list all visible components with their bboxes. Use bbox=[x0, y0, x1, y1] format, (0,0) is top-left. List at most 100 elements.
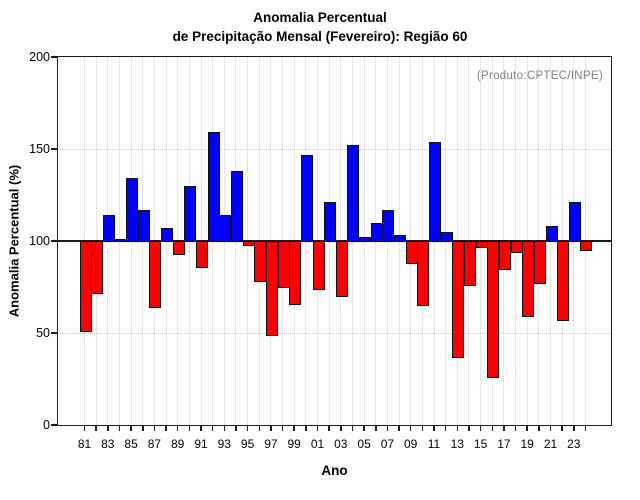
source-annotation: (Produto:CPTEC/INPE) bbox=[476, 70, 603, 82]
x-axis-tick bbox=[421, 426, 424, 431]
x-axis-tick-label: 89 bbox=[171, 437, 185, 451]
x-axis-tick bbox=[165, 426, 167, 431]
x-axis-tick bbox=[340, 426, 342, 431]
bar-year-03 bbox=[335, 241, 348, 298]
bar-year-85 bbox=[126, 178, 139, 242]
x-axis-tick bbox=[491, 426, 493, 431]
bar-year-23 bbox=[568, 202, 581, 242]
bar-year-09 bbox=[405, 241, 418, 265]
bar-year-84 bbox=[114, 239, 127, 243]
x-axis-tick-label: 83 bbox=[101, 437, 115, 451]
bar-year-02 bbox=[324, 202, 337, 242]
x-axis-tick bbox=[573, 426, 575, 431]
x-axis-tick bbox=[328, 426, 330, 431]
x-axis-tick bbox=[246, 426, 249, 431]
x-axis-tick-label: 11 bbox=[427, 437, 441, 451]
gridline-horizontal bbox=[58, 332, 611, 334]
x-axis-tick bbox=[561, 426, 563, 431]
chart-title: Anomalia Percentual de Precipitação Mens… bbox=[0, 8, 640, 46]
bar-year-87 bbox=[149, 241, 162, 309]
x-axis-tick bbox=[305, 426, 307, 431]
x-axis-tick bbox=[270, 426, 272, 431]
x-axis-tick bbox=[223, 426, 226, 431]
bar-year-95 bbox=[242, 241, 255, 246]
x-axis-tick bbox=[95, 426, 97, 431]
bar-year-19 bbox=[522, 241, 535, 318]
x-axis-tick-label: 81 bbox=[77, 437, 92, 451]
bar-year-14 bbox=[463, 241, 476, 287]
x-axis-tick-label: 87 bbox=[147, 437, 162, 451]
x-axis-tick bbox=[503, 426, 505, 431]
x-axis-tick bbox=[456, 426, 459, 431]
plot-area: (Produto:CPTEC/INPE) bbox=[57, 56, 612, 426]
chart-title-line1: Anomalia Percentual bbox=[253, 10, 387, 25]
bar-year-20 bbox=[533, 241, 546, 285]
bar-year-92 bbox=[207, 132, 220, 242]
bar-year-83 bbox=[102, 215, 115, 242]
bar-year-21 bbox=[545, 226, 558, 242]
x-axis-tick-label: 97 bbox=[264, 437, 278, 451]
x-axis-tick bbox=[351, 426, 354, 431]
bar-year-98 bbox=[277, 241, 290, 288]
x-axis-tick-label: 05 bbox=[357, 437, 371, 451]
y-axis-tick bbox=[51, 240, 58, 242]
bar-year-06 bbox=[370, 222, 383, 242]
y-axis-tick bbox=[51, 148, 58, 150]
bar-year-00 bbox=[300, 154, 313, 242]
x-axis-tick bbox=[514, 426, 517, 431]
x-axis-title: Ano bbox=[321, 463, 348, 478]
y-axis-tick-label: 200 bbox=[29, 49, 50, 64]
x-axis-tick bbox=[433, 426, 435, 431]
y-axis-tick-label: 50 bbox=[36, 325, 50, 340]
x-axis-tick bbox=[363, 426, 365, 431]
x-axis-tick bbox=[281, 426, 284, 431]
bar-year-91 bbox=[196, 241, 208, 268]
x-axis-tick bbox=[107, 426, 109, 431]
x-axis-tick bbox=[375, 426, 377, 431]
x-axis-tick-label: 85 bbox=[124, 437, 138, 451]
bar-year-15 bbox=[475, 241, 488, 248]
x-axis-tick bbox=[316, 426, 319, 431]
x-axis-tick-label: 03 bbox=[334, 437, 348, 451]
bar-year-18 bbox=[510, 241, 523, 254]
bar-year-08 bbox=[394, 235, 407, 242]
bar-year-88 bbox=[161, 228, 174, 242]
bar-year-17 bbox=[498, 241, 511, 270]
y-axis-tick bbox=[51, 56, 58, 58]
x-axis-tick bbox=[176, 426, 179, 431]
x-axis-tick bbox=[200, 426, 202, 431]
gridline-horizontal bbox=[58, 148, 611, 150]
bar-year-04 bbox=[347, 145, 360, 242]
bar-year-90 bbox=[184, 185, 197, 242]
bar-year-13 bbox=[452, 241, 465, 358]
bar-year-16 bbox=[487, 241, 500, 379]
x-axis-tick bbox=[83, 426, 86, 431]
x-axis-tick-label: 07 bbox=[380, 437, 395, 451]
bar-year-10 bbox=[417, 241, 430, 307]
bar-year-81 bbox=[79, 241, 92, 333]
bar-year-99 bbox=[289, 241, 302, 305]
x-axis-tick-label: 23 bbox=[567, 437, 581, 451]
y-axis-tick bbox=[51, 424, 58, 426]
x-axis-tick bbox=[258, 426, 260, 431]
bar-year-94 bbox=[230, 171, 243, 242]
x-axis-tick bbox=[130, 426, 132, 431]
x-axis-tick bbox=[188, 426, 191, 431]
x-axis-tick-label: 09 bbox=[404, 437, 418, 451]
x-axis-tick bbox=[153, 426, 156, 431]
x-axis-tick-label: 19 bbox=[520, 437, 534, 451]
x-axis-tick-label: 17 bbox=[497, 437, 511, 451]
x-axis-tick-label: 15 bbox=[473, 437, 488, 451]
x-axis-tick bbox=[409, 426, 412, 431]
bar-year-12 bbox=[440, 231, 453, 242]
x-axis-tick bbox=[444, 426, 447, 431]
x-axis-tick bbox=[142, 426, 144, 431]
x-axis-tick-label: 21 bbox=[543, 437, 558, 451]
x-axis-tick-label: 13 bbox=[450, 437, 464, 451]
y-axis-tick-label: 100 bbox=[29, 233, 50, 248]
x-axis-tick-label: 91 bbox=[194, 437, 208, 451]
x-axis-tick bbox=[468, 426, 470, 431]
bar-year-86 bbox=[137, 209, 150, 242]
bar-year-93 bbox=[219, 215, 232, 242]
chart-title-line2: de Precipitação Mensal (Fevereiro): Regi… bbox=[172, 29, 468, 44]
